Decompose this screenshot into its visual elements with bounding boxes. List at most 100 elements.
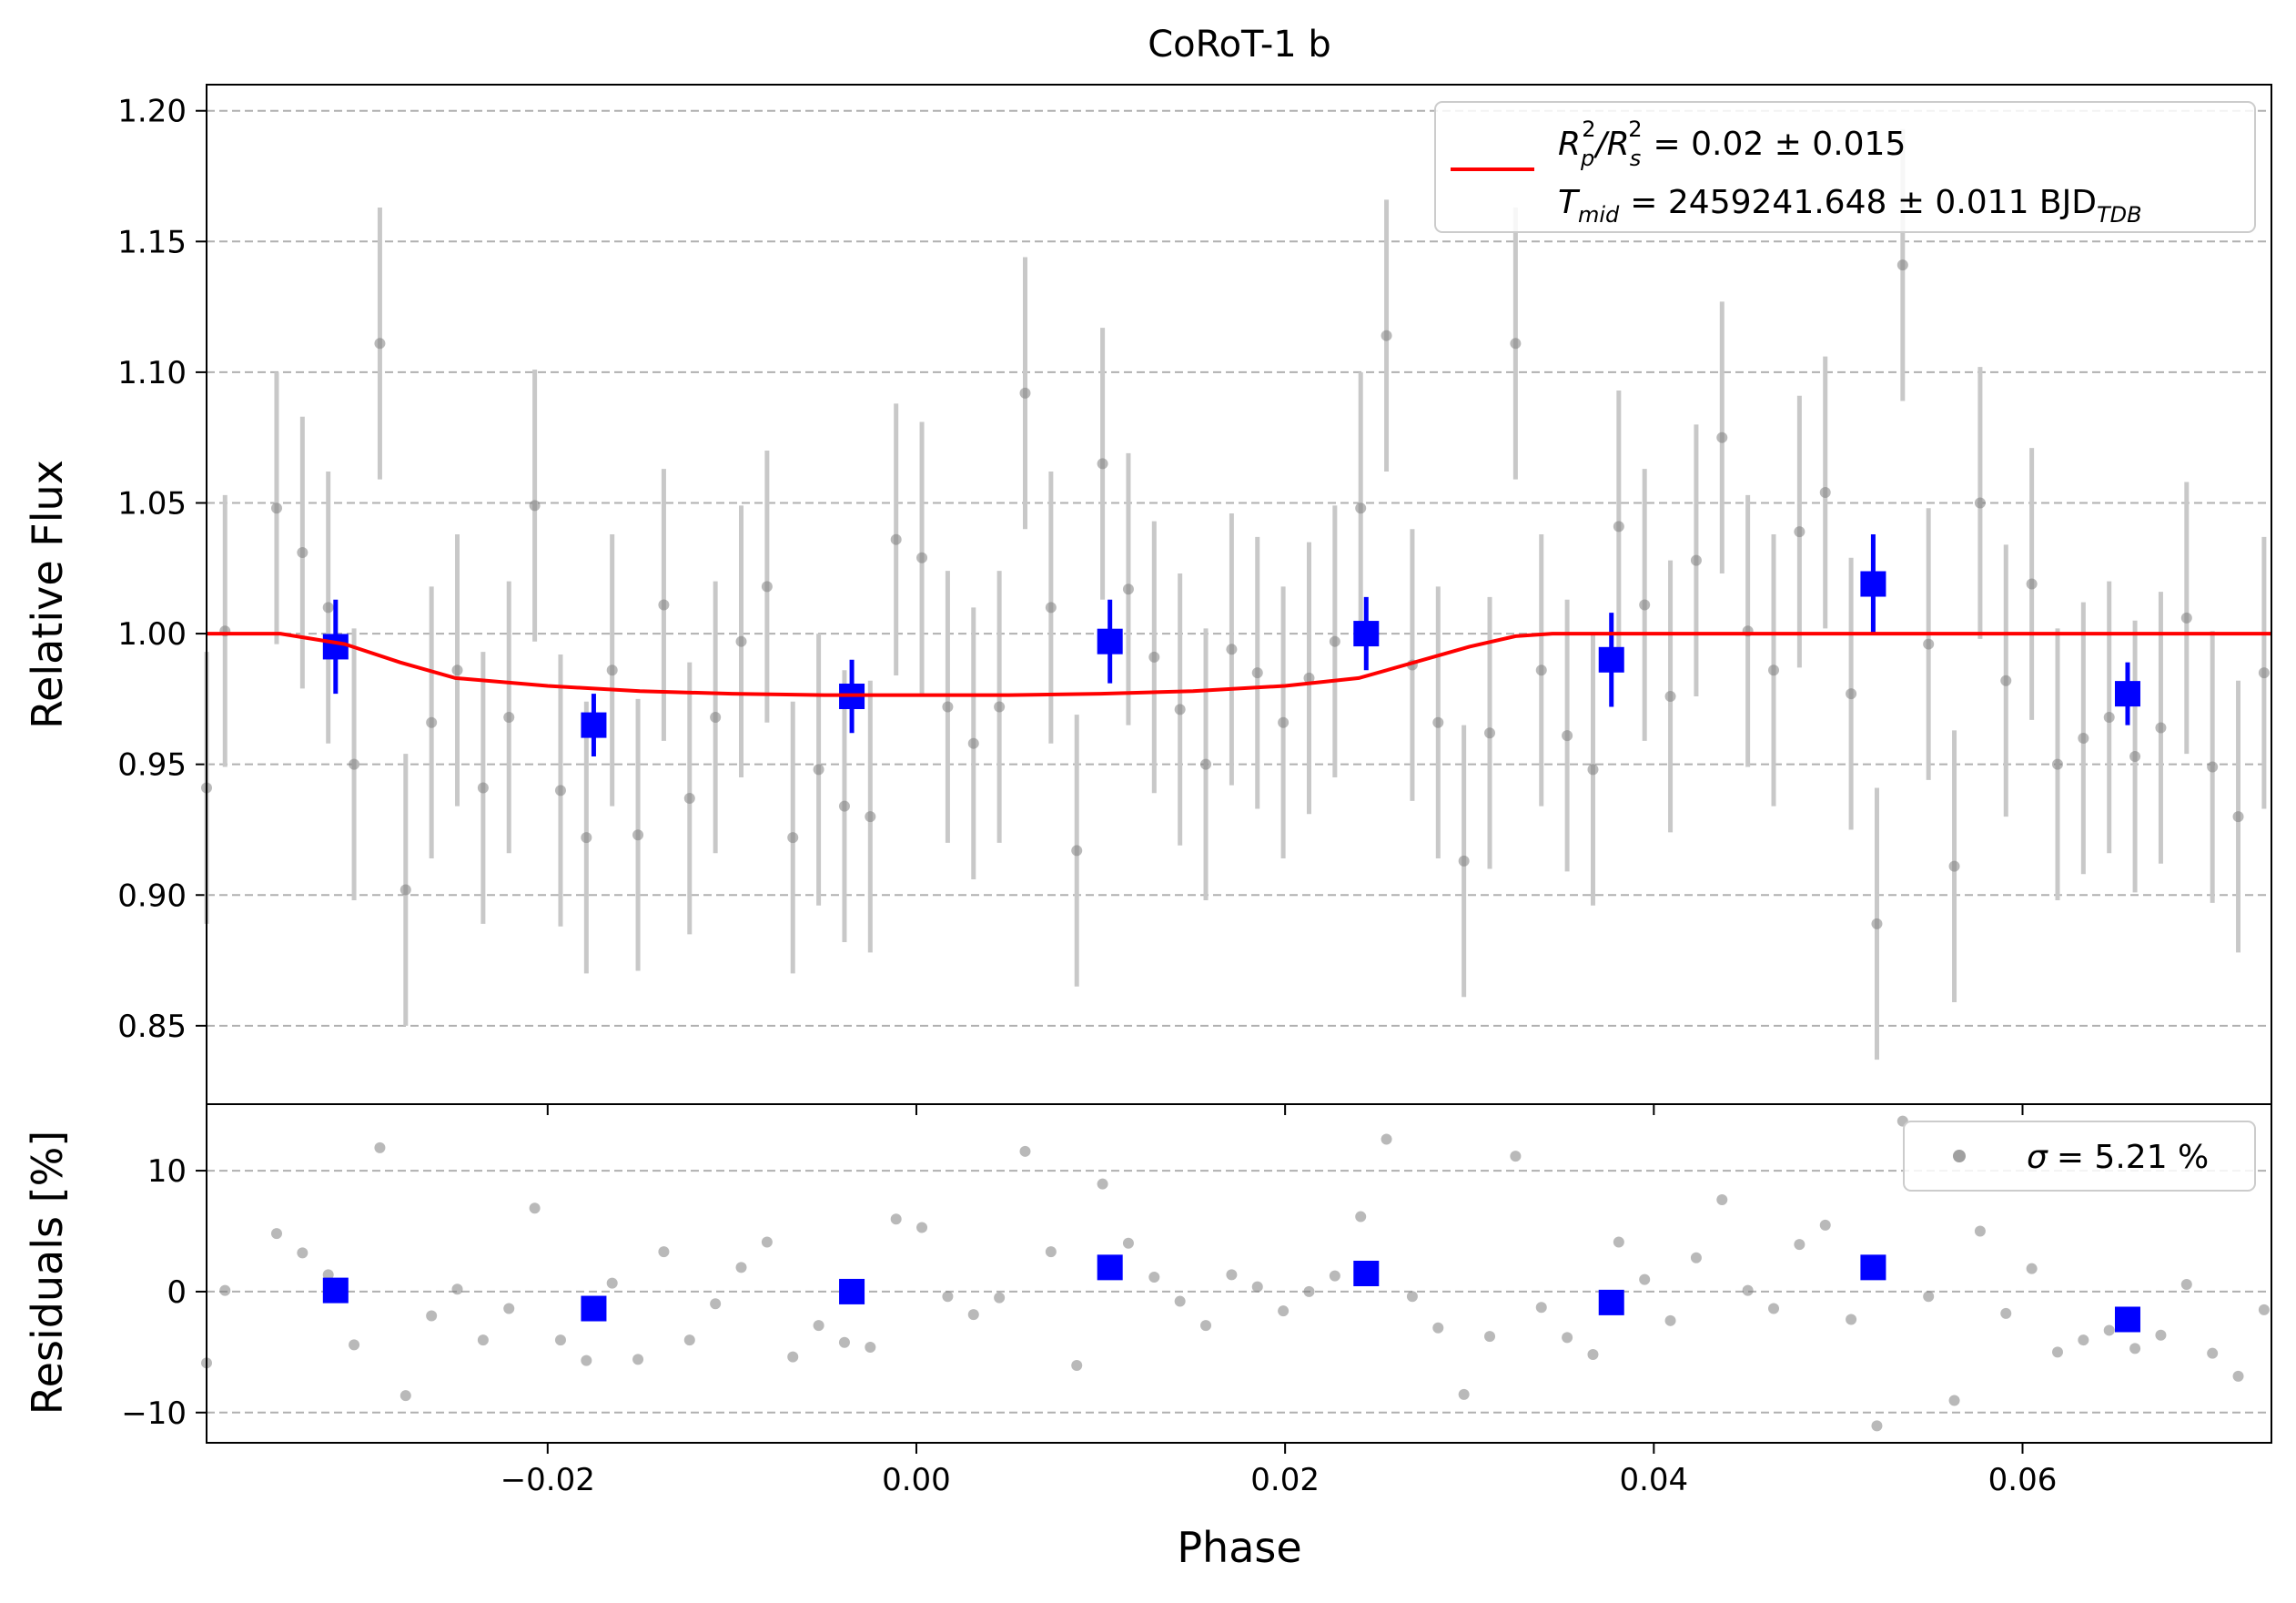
lightcurve-raw-point (2232, 811, 2244, 823)
lightcurve-raw-point (683, 793, 695, 804)
lightcurve-raw-point (1923, 638, 1935, 650)
residuals-binned-point (1097, 1254, 1123, 1281)
lightcurve-raw-point (1097, 458, 1108, 470)
lightcurve-raw-point (1019, 387, 1031, 399)
residuals-raw-point (606, 1277, 618, 1289)
lightcurve-raw-point (2180, 612, 2192, 624)
legend-sigma: σ = 5.21 % (2027, 1139, 2209, 1176)
legend-sigma-symbol: σ (2027, 1139, 2048, 1176)
lightcurve-binned-point (581, 712, 607, 738)
residuals-raw-point (2207, 1347, 2219, 1359)
lightcurve-raw-point (1768, 665, 1780, 676)
residuals-raw-point (529, 1202, 541, 1214)
lightcurve-raw-point (1510, 338, 1522, 350)
lightcurve-raw-point (297, 547, 308, 559)
lightcurve-raw-point (1355, 502, 1367, 514)
legend-tmid: Tmid = 2459241.648 ± 0.011 BJDTDB (1558, 184, 2142, 228)
lightcurve-raw-point (2000, 675, 2012, 686)
lightcurve-raw-point (426, 716, 438, 728)
residuals-raw-point (1071, 1359, 1083, 1371)
lightcurve-raw-point (1458, 855, 1470, 867)
residuals-raw-point (1251, 1281, 1263, 1293)
residuals-xtick-label: 0.00 (882, 1462, 951, 1498)
residuals-raw-point (1329, 1270, 1340, 1282)
residuals-raw-point (658, 1246, 670, 1258)
residuals-raw-point (1562, 1332, 1573, 1344)
lightcurve-raw-point (838, 800, 850, 812)
residuals-raw-point (1097, 1178, 1108, 1190)
lightcurve-raw-point (994, 701, 1006, 713)
residuals-raw-point (1174, 1295, 1186, 1307)
legend-s-subscript: s (1630, 146, 1642, 171)
legend-radius-value: = 0.02 ± 0.015 (1653, 126, 1906, 163)
lightcurve-ytick-label: 1.05 (117, 485, 187, 522)
lightcurve-binned-point (1097, 628, 1123, 654)
residuals-raw-point (2129, 1343, 2141, 1354)
transit-model-line (207, 632, 2271, 697)
residuals-raw-point (477, 1334, 489, 1346)
residuals-raw-point (761, 1236, 773, 1248)
legend-r-symbol: R (1558, 126, 1581, 163)
residuals-raw-point (1587, 1349, 1599, 1361)
lightcurve-raw-point (1432, 716, 1444, 728)
lightcurve-binned-point (2114, 681, 2140, 707)
residuals-raw-point (554, 1334, 566, 1346)
residuals-raw-point (1484, 1331, 1496, 1343)
residuals-xaxis-ticks: −0.02 0.00 0.02 0.04 0.06 (501, 1443, 2057, 1498)
lightcurve-raw-point (2155, 722, 2167, 734)
residuals-raw-point (2180, 1278, 2192, 1290)
residuals-raw-point (1122, 1237, 1134, 1249)
residuals-raw-point (967, 1309, 979, 1321)
residuals-raw-point (1200, 1320, 1212, 1332)
residuals-raw-point (2026, 1263, 2038, 1274)
residuals-ytick-label: −10 (121, 1395, 187, 1432)
residuals-raw-point (426, 1310, 438, 1322)
residuals-raw-point (994, 1292, 1006, 1304)
lightcurve-raw-point (606, 665, 618, 676)
residuals-raw-point (1406, 1291, 1418, 1303)
residuals-binned-point (581, 1295, 607, 1322)
lightcurve-raw-point (1148, 651, 1160, 663)
residuals-xtick-label: 0.04 (1619, 1462, 1688, 1498)
residuals-raw-point (838, 1336, 850, 1348)
lightcurve-raw-point (1045, 602, 1057, 614)
residuals-raw-point (1278, 1305, 1290, 1317)
lightcurve-legend-box (1434, 101, 2256, 233)
lightcurve-ytick-label: 0.85 (117, 1009, 187, 1045)
residuals-raw-point (1045, 1246, 1057, 1258)
lightcurve-raw-point (967, 737, 979, 749)
residuals-raw-point (942, 1291, 954, 1303)
residuals-xtick-label: 0.02 (1250, 1462, 1320, 1498)
lightcurve-xaxis-ticks (546, 1104, 2024, 1115)
lightcurve-raw-point (1226, 644, 1238, 655)
lightcurve-raw-point (322, 602, 334, 614)
residuals-binned-point (839, 1278, 865, 1304)
residuals-binned-point (1353, 1261, 1380, 1286)
lightcurve-raw-point (1071, 845, 1083, 857)
lightcurve-raw-point (1329, 635, 1340, 647)
residuals-raw-point (451, 1283, 463, 1295)
legend-p-subscript: p (1580, 146, 1594, 171)
lightcurve-ylabel: Relative Flux (23, 460, 72, 729)
lightcurve-binned-point (1598, 646, 1624, 673)
residuals-raw-point (1510, 1151, 1522, 1162)
lightcurve-ytick-label: 1.20 (117, 94, 187, 130)
legend-tmid-value: = 2459241.648 ± 0.011 BJD (1630, 184, 2097, 221)
lightcurve-raw-point (1562, 730, 1573, 742)
lightcurve-raw-point (349, 758, 360, 770)
residuals-binned-point (322, 1277, 349, 1304)
lightcurve-ytick-label: 1.10 (117, 355, 187, 391)
legend-sigma-value: = 5.21 % (2057, 1139, 2209, 1176)
residuals-frame (206, 1103, 2272, 1444)
residuals-raw-point (219, 1284, 231, 1296)
lightcurve-ytick-label: 1.15 (117, 224, 187, 260)
lightcurve-panel: 0.85 0.90 0.95 1.00 1.05 1.10 1.15 1.20 Rp 2/Rs 2… (23, 84, 2272, 1115)
lightcurve-raw-point (529, 500, 541, 512)
residuals-raw-point (1019, 1145, 1031, 1157)
lightcurve-raw-point (400, 884, 411, 896)
residuals-raw-point (1690, 1252, 1702, 1263)
lightcurve-legend: Rp 2/Rs 2 = 0.02 ± 0.015 Tmid = 2459241.648 … (1434, 101, 2256, 233)
residuals-raw-point (865, 1342, 876, 1354)
residuals-ytick-label: 0 (167, 1274, 187, 1311)
lightcurve-raw-point (1381, 330, 1392, 341)
